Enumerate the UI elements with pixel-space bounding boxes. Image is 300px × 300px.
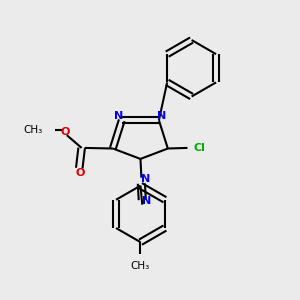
Text: CH₃: CH₃ <box>23 125 42 135</box>
Text: Cl: Cl <box>194 143 206 153</box>
Text: N: N <box>157 111 167 121</box>
Text: O: O <box>76 168 85 178</box>
Text: N: N <box>114 111 123 121</box>
Text: N: N <box>141 174 151 184</box>
Text: CH₃: CH₃ <box>131 261 150 271</box>
Text: O: O <box>61 127 70 137</box>
Text: N: N <box>142 196 152 206</box>
